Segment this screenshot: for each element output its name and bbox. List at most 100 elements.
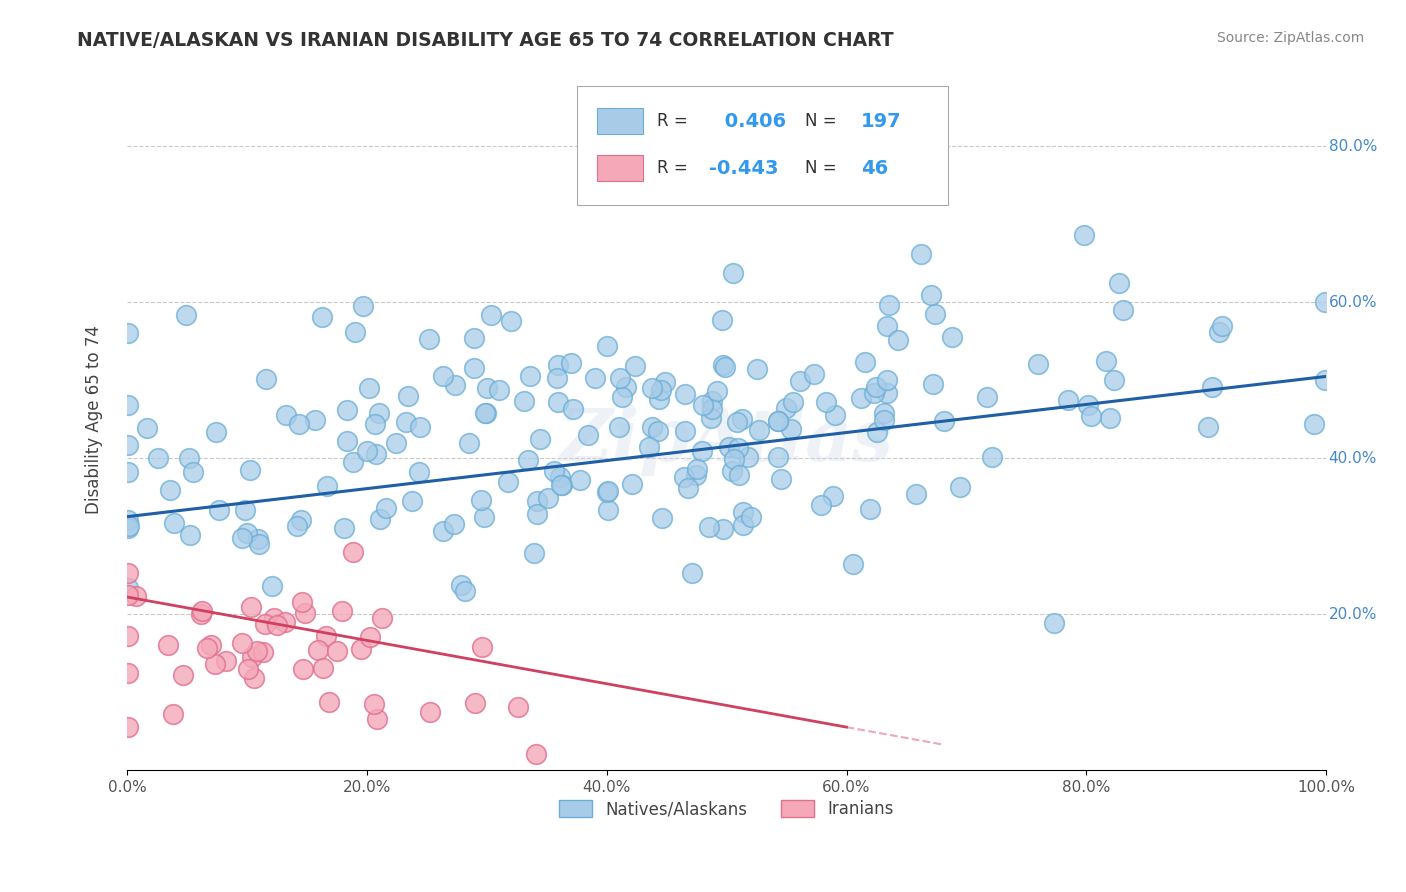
Point <box>569 473 592 487</box>
Point <box>117 398 139 412</box>
Text: R =: R = <box>657 112 688 130</box>
Point <box>561 402 583 417</box>
Point <box>408 465 430 479</box>
Point <box>239 463 262 477</box>
Point <box>1197 420 1219 434</box>
Point <box>733 505 755 519</box>
Point <box>810 498 832 512</box>
Text: 40.0%: 40.0% <box>1329 450 1376 466</box>
Text: -0.443: -0.443 <box>709 159 778 178</box>
Text: 46: 46 <box>860 159 889 178</box>
Point <box>247 537 270 551</box>
Text: 0.406: 0.406 <box>718 112 786 130</box>
Point <box>873 412 896 426</box>
Point <box>1042 615 1064 630</box>
Point <box>117 665 139 680</box>
Point <box>356 444 378 458</box>
Point <box>877 298 900 312</box>
Point <box>596 339 619 353</box>
Point <box>246 644 269 658</box>
Point <box>1208 325 1230 339</box>
Point <box>513 393 536 408</box>
Point <box>595 485 617 500</box>
Point <box>163 516 186 530</box>
Point <box>231 636 253 650</box>
Legend: Natives/Alaskans, Iranians: Natives/Alaskans, Iranians <box>553 793 901 825</box>
Point <box>159 483 181 497</box>
Point <box>450 578 472 592</box>
Point <box>676 481 699 495</box>
Point <box>238 662 260 676</box>
Point <box>419 705 441 719</box>
Point <box>976 390 998 404</box>
Point <box>905 487 928 501</box>
Point <box>463 331 485 345</box>
Point <box>252 645 274 659</box>
Point <box>598 503 620 517</box>
Point <box>616 380 638 394</box>
Point <box>117 566 139 580</box>
Point <box>204 657 226 671</box>
Point <box>876 373 898 387</box>
Point <box>318 695 340 709</box>
Point <box>312 661 335 675</box>
Point <box>236 525 259 540</box>
Point <box>481 309 503 323</box>
Point <box>1094 354 1116 368</box>
Point <box>463 361 485 376</box>
Point <box>364 417 387 431</box>
Point <box>547 358 569 372</box>
Point <box>315 479 337 493</box>
Point <box>1201 380 1223 394</box>
Y-axis label: Disability Age 65 to 74: Disability Age 65 to 74 <box>86 325 103 514</box>
Point <box>621 477 644 491</box>
Point <box>208 503 231 517</box>
Text: 197: 197 <box>860 112 901 130</box>
Point <box>526 493 548 508</box>
Point <box>475 381 498 395</box>
Point <box>357 381 380 395</box>
Point <box>408 420 430 434</box>
Point <box>638 441 661 455</box>
Point <box>697 520 720 534</box>
Point <box>488 384 510 398</box>
Point <box>609 419 631 434</box>
Point <box>157 638 180 652</box>
Point <box>863 385 886 400</box>
Point <box>342 455 364 469</box>
Point <box>924 307 946 321</box>
Point <box>866 425 889 439</box>
FancyBboxPatch shape <box>598 108 643 135</box>
Point <box>524 747 547 762</box>
Point <box>179 527 201 541</box>
Point <box>690 443 713 458</box>
Point <box>821 489 844 503</box>
Point <box>200 638 222 652</box>
Point <box>342 544 364 558</box>
Point <box>789 374 811 388</box>
Point <box>723 451 745 466</box>
Point <box>766 450 789 465</box>
Point <box>873 406 896 420</box>
Point <box>350 642 373 657</box>
Point <box>233 503 256 517</box>
Text: R =: R = <box>657 159 688 178</box>
Point <box>274 615 297 629</box>
Point <box>886 333 908 347</box>
Point <box>548 469 571 483</box>
Point <box>246 532 269 546</box>
FancyBboxPatch shape <box>576 86 949 205</box>
Point <box>432 524 454 538</box>
Point <box>117 581 139 595</box>
Point <box>700 411 723 425</box>
Point <box>506 700 529 714</box>
Point <box>547 371 569 385</box>
Point <box>523 546 546 560</box>
Point <box>444 377 467 392</box>
Point <box>920 288 942 302</box>
Point <box>748 423 770 437</box>
Point <box>125 589 148 603</box>
Point <box>692 398 714 412</box>
Point <box>326 644 349 658</box>
Point <box>315 629 337 643</box>
